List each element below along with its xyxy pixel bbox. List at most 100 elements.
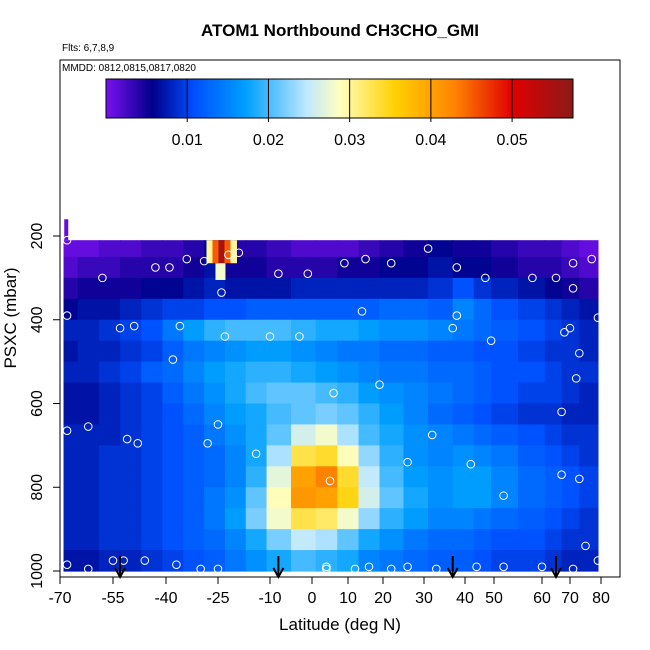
heatmap-cell xyxy=(473,508,492,530)
heatmap-cell xyxy=(379,277,405,300)
x-tick-label: 0 xyxy=(308,590,317,607)
heatmap-cell xyxy=(544,319,563,342)
sample-point xyxy=(560,328,569,337)
sample-points xyxy=(62,235,603,574)
heatmap-cell xyxy=(473,340,492,363)
heatmap-cell xyxy=(428,466,454,488)
sample-point xyxy=(593,313,603,322)
heatmap-cell xyxy=(224,550,247,572)
heatmap-cell xyxy=(544,424,563,446)
heatmap-hotspot-cell xyxy=(212,240,219,264)
heatmap-cell xyxy=(120,319,142,342)
heatmap-cell xyxy=(266,508,292,530)
heatmap-cell xyxy=(561,529,580,551)
heatmap-cell xyxy=(204,403,226,426)
heatmap-cell xyxy=(428,529,454,551)
heatmap-cell xyxy=(579,466,599,488)
heatmap-cell xyxy=(428,487,454,509)
heatmap-cell xyxy=(98,529,121,551)
heatmap-cell xyxy=(120,487,142,509)
heatmap-cell xyxy=(579,424,599,446)
heatmap-cell xyxy=(141,424,164,446)
x-tick-label: 80 xyxy=(592,590,610,607)
heatmap-cell xyxy=(379,256,405,279)
heatmap-cell xyxy=(579,550,599,572)
heatmap-cell xyxy=(403,298,429,321)
heatmap-cell xyxy=(245,529,268,551)
heatmap-cell xyxy=(204,382,226,405)
sample-point xyxy=(217,288,226,297)
heatmap-cell xyxy=(162,508,184,530)
heatmap-cell xyxy=(77,424,100,446)
sample-point xyxy=(486,336,496,345)
heatmap-cell xyxy=(63,240,79,258)
heatmap-cell xyxy=(183,529,205,551)
heatmap-cell xyxy=(120,508,142,530)
heatmap-cell xyxy=(491,256,519,279)
heatmap-cell xyxy=(579,340,599,363)
heatmap-cell xyxy=(579,382,599,405)
heatmap-cell xyxy=(491,277,519,300)
heatmap-cell xyxy=(428,445,454,467)
dates-label: MMDD: 0812,0815,0817,0820 xyxy=(62,63,196,74)
heatmap-cell xyxy=(291,361,317,384)
heatmap-cell xyxy=(162,550,184,572)
heatmap-cell xyxy=(337,550,360,572)
heatmap-cell xyxy=(452,508,475,530)
sample-point xyxy=(220,332,230,341)
heatmap-cell xyxy=(473,487,492,509)
heatmap-cell xyxy=(162,319,184,342)
heatmap-cell xyxy=(98,508,121,530)
heatmap-cell xyxy=(544,240,563,258)
heatmap-cell xyxy=(183,319,205,342)
heatmap-cell xyxy=(77,382,100,405)
colorbar-tick-label: 0.02 xyxy=(253,132,284,149)
sample-point xyxy=(551,273,561,283)
heatmap-cell xyxy=(162,361,184,384)
heatmap-cell xyxy=(379,240,405,258)
sample-point xyxy=(350,564,360,574)
sample-point xyxy=(403,562,412,572)
heatmap-cell xyxy=(204,529,226,551)
x-tick-label: 40 xyxy=(456,590,474,607)
heatmap-cell xyxy=(518,550,546,572)
heatmap-cell xyxy=(98,298,121,321)
heatmap-cell xyxy=(403,340,429,363)
heatmap-cell xyxy=(183,256,205,279)
heatmap-cell xyxy=(204,508,226,530)
sample-point xyxy=(565,323,575,333)
heatmap-cell xyxy=(120,361,142,384)
heatmap-cell xyxy=(204,424,226,446)
plot-frame xyxy=(59,59,621,578)
heatmap-cell xyxy=(141,550,164,572)
flights-label: Flts: 6,7,8,9 xyxy=(62,43,115,54)
heatmap-cell xyxy=(561,240,580,258)
heatmap-cell xyxy=(266,277,292,300)
heatmap-cell xyxy=(358,424,381,446)
heatmap-cell xyxy=(315,466,338,488)
heatmap-cell xyxy=(315,445,338,467)
y-axis-label: PSXC (mbar) xyxy=(1,267,20,368)
heatmap-cell xyxy=(452,256,475,279)
heatmap-cell xyxy=(266,382,292,405)
heatmap-cell xyxy=(98,382,121,405)
heatmap-cell xyxy=(379,487,405,509)
heatmap-cell xyxy=(77,529,100,551)
sample-point xyxy=(448,323,458,333)
sample-point xyxy=(98,273,107,283)
heatmap-cell xyxy=(141,403,164,426)
sample-point xyxy=(423,244,433,253)
heatmap-cell xyxy=(579,361,599,384)
heatmap-cell xyxy=(245,240,268,258)
heatmap-cell xyxy=(579,403,599,426)
heatmap-cell xyxy=(428,319,454,342)
heatmap-cell xyxy=(358,298,381,321)
heatmap-cell xyxy=(204,445,226,467)
heatmap-cell xyxy=(266,487,292,509)
heatmap-cell xyxy=(403,445,429,467)
heatmap-cell xyxy=(63,361,79,384)
heatmap-cell xyxy=(379,340,405,363)
sample-point xyxy=(62,560,72,570)
heatmap-cell xyxy=(315,240,338,258)
heatmap-cell xyxy=(337,466,360,488)
